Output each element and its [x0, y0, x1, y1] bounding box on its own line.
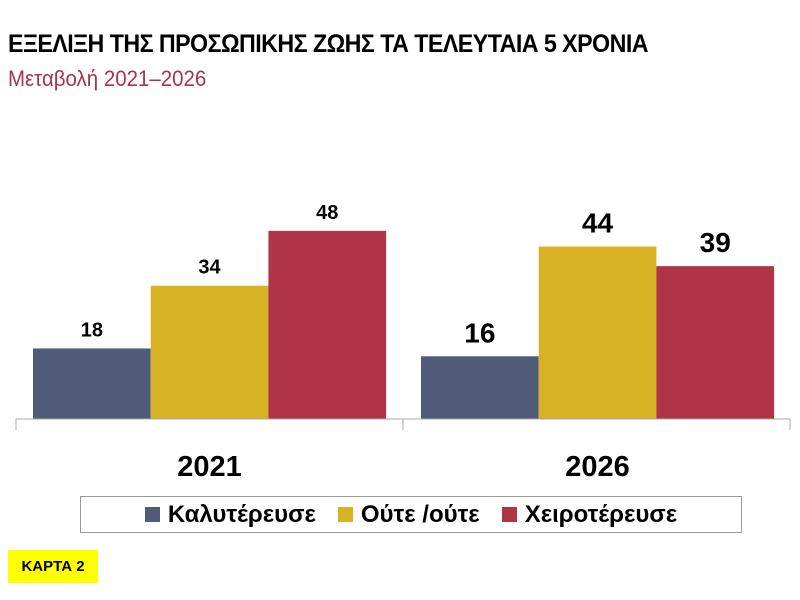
data-label: 48 — [316, 202, 338, 224]
data-label: 18 — [81, 319, 103, 341]
legend-swatch — [501, 507, 517, 522]
bar — [421, 356, 539, 419]
bar — [33, 348, 151, 419]
legend-item-worse: Χειροτέρευσε — [501, 500, 678, 529]
chart-title: ΕΞΕΛΙΞΗ ΤΗΣ ΠΡΟΣΩΠΙΚΗΣ ΖΩΗΣ ΤΑ ΤΕΛΕΥΤΑΙΑ… — [8, 30, 649, 58]
data-label: 34 — [198, 257, 221, 279]
legend-swatch — [337, 507, 353, 522]
category-label: 2026 — [565, 451, 630, 483]
data-label: 44 — [582, 208, 614, 239]
data-label: 39 — [700, 227, 731, 258]
data-label: 16 — [464, 317, 495, 348]
legend-label: Χειροτέρευσε — [524, 500, 678, 528]
bar — [268, 230, 387, 419]
legend-label: Καλυτέρευσε — [167, 500, 316, 528]
card-badge: ΚΑΡΤΑ 2 — [8, 550, 98, 583]
bar — [150, 285, 269, 419]
legend-item-neither: Ούτε /ούτε — [337, 500, 480, 529]
bar — [538, 246, 657, 419]
bar — [656, 266, 775, 419]
legend-item-better: Καλυτέρευσε — [144, 500, 316, 529]
legend: Καλυτέρευσε Ούτε /ούτε Χειροτέρευσε — [80, 496, 742, 533]
category-label: 2021 — [177, 451, 242, 483]
legend-label: Ούτε /ούτε — [360, 500, 480, 528]
chart-subtitle: Μεταβολή 2021–2026 — [8, 66, 207, 91]
legend-swatch — [144, 507, 160, 522]
